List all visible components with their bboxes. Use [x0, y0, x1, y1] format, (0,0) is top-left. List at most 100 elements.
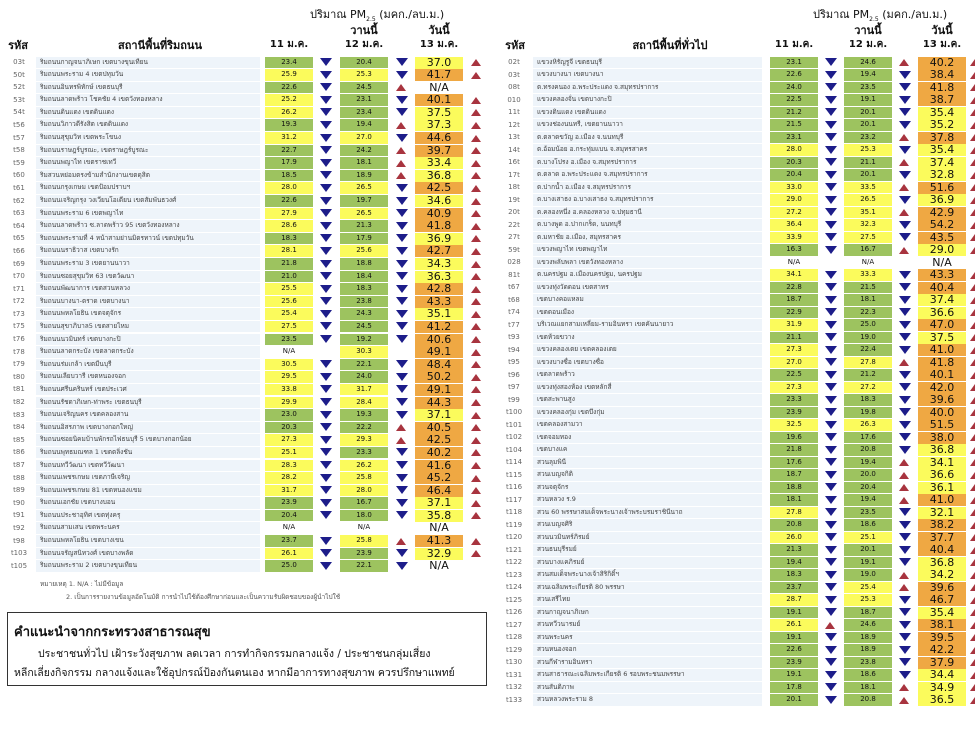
trend-down-icon	[825, 183, 837, 191]
pm-value-day-12: 20.1	[844, 169, 892, 181]
station-name: ริมถนนพหลโยธิน เขตจตุจักร	[36, 308, 260, 320]
pm-value-day-13: 44.3	[415, 396, 463, 409]
trend-down-icon	[825, 558, 837, 566]
trend-down-icon	[825, 508, 837, 516]
date-header: 13 ม.ค.	[419, 39, 459, 50]
trend-up-icon	[970, 334, 975, 341]
pm-value-day-13: 38.7	[918, 94, 966, 106]
pm-value-day-13: 39.5	[918, 631, 966, 644]
trend-up-icon	[396, 121, 406, 129]
trend-up-icon	[970, 621, 975, 629]
trend-up-icon	[471, 499, 481, 507]
station-code: t128	[505, 633, 523, 641]
advice-title: คำแนะนำจากกระทรวงสาธารณสุข	[14, 625, 211, 640]
code-header: รหัส	[8, 39, 28, 52]
station-code: t133	[505, 695, 523, 704]
pm-value-day-11: 33.8	[265, 383, 313, 396]
table-row: t98 ริมถนนพหลโยธิน เขตบางเขน 23.7 25.8 41.3	[0, 535, 490, 548]
station-name: ริมถนนราษฎร์บูรณะ, เขตราษฎร์บูรณะ	[36, 144, 260, 157]
pm-value-day-11: 25.2	[265, 94, 313, 106]
trend-up-icon	[471, 310, 481, 318]
station-name: ริมถนนร่มเกล้า เขตมีนบุรี	[36, 358, 260, 371]
station-code: t91	[13, 511, 25, 520]
station-name: สวนเบญจกิติ	[533, 469, 762, 481]
trend-up-icon	[471, 260, 481, 268]
advice-line-2: หลีกเลี่ยงกิจกรรม กลางแจ้งและใช้อุปกรณ์ป…	[14, 667, 455, 679]
pm-value-day-13: 37.8	[918, 131, 966, 144]
pm-value-day-13: 34.9	[918, 681, 966, 694]
pm-value-day-13: 49.1	[415, 346, 463, 359]
pm-value-day-13: 38.4	[918, 69, 966, 81]
pm-value-day-12: 18.9	[844, 644, 892, 656]
pm-value-day-12: 20.1	[844, 544, 892, 556]
trend-up-icon	[471, 172, 481, 180]
trend-down-icon	[396, 385, 408, 394]
trend-down-icon	[320, 95, 332, 104]
trend-up-icon	[970, 521, 975, 529]
station-name: ต.คลองหนึ่ง อ.คลองหลวง จ.ปทุมธานี	[533, 206, 762, 218]
trend-up-icon	[970, 209, 975, 216]
pm-value-day-11: 30.5	[265, 358, 313, 371]
trend-down-icon	[899, 433, 911, 441]
station-code: t121	[505, 545, 523, 554]
trend-down-icon	[825, 295, 837, 304]
pm-value-day-13: 41.3	[415, 535, 463, 548]
pm-value-day-11: 21.0	[265, 270, 313, 283]
date-header: 13 ม.ค.	[922, 39, 962, 50]
trend-down-icon	[396, 196, 408, 205]
trend-down-icon	[396, 297, 408, 306]
table-row: t126 สวนกาญจนาภิเษก 19.1 18.7 35.4	[495, 606, 975, 619]
trend-up-icon	[970, 496, 975, 504]
table-row: t58 ริมถนนราษฎร์บูรณะ, เขตราษฎร์บูรณะ 22.7…	[0, 144, 490, 157]
pm-value-day-13: 36.8	[415, 170, 463, 182]
pm-value-day-12: 27.2	[844, 381, 892, 393]
station-name: สวนนวมินทร์ภิรมย์	[533, 531, 762, 543]
pm-value-day-11: 26.0	[770, 531, 818, 543]
pm-value-day-11: 19.3	[265, 119, 313, 131]
pm-value-day-13: 43.5	[918, 231, 966, 244]
pm-value-day-13: 42.2	[918, 644, 966, 656]
station-code: t126	[505, 608, 523, 616]
station-code: 028	[507, 258, 521, 266]
trend-up-icon	[471, 474, 481, 482]
trend-up-icon	[970, 409, 975, 416]
station-code: t101	[505, 420, 523, 429]
station-code: t80	[13, 372, 25, 381]
pm-value-day-13: 46.4	[415, 484, 463, 497]
pm-value-day-13: 41.2	[415, 321, 463, 333]
station-code: t115	[505, 470, 523, 479]
trend-down-icon	[899, 395, 911, 404]
trend-up-icon	[471, 222, 481, 230]
trend-down-icon	[825, 533, 837, 541]
pm-value-day-13: 40.4	[918, 544, 966, 556]
trend-down-icon	[899, 558, 911, 566]
station-name: เขตคลองสามวา	[533, 419, 762, 431]
station-name: ริมถนนพหลโยธิน เขตบางเขน	[36, 535, 260, 547]
trend-up-icon	[970, 309, 975, 316]
station-code: t62	[13, 196, 25, 205]
station-code: t117	[505, 495, 523, 504]
trend-up-icon	[899, 571, 909, 579]
trend-down-icon	[320, 221, 332, 230]
station-name: ต.นครปฐม อ.เมืองนครปฐม, นครปฐม	[533, 269, 762, 281]
pm-value-day-11: 23.3	[770, 394, 818, 406]
pm-value-day-11: 18.7	[770, 294, 818, 306]
table-row: 53t ริมถนนลาดพร้าว โชคชัย 4 เขตวังทองหลาง…	[0, 94, 490, 107]
table-row: t60 ริมสวนหย่อมตรงข้ามสำนักงานเขตดุสิต 18.…	[0, 169, 490, 182]
trend-down-icon	[320, 272, 332, 281]
station-code: 50t	[13, 70, 25, 79]
pm-title: ปริมาณ PM2.5 (มคก./ลบ.ม.)	[813, 5, 947, 23]
pm-value-day-12: 19.1	[844, 556, 892, 568]
pm-value-day-11: 24.0	[770, 81, 818, 93]
trend-up-icon	[899, 134, 909, 141]
pm-value-day-12: 23.2	[844, 131, 892, 143]
station-code: t57	[13, 133, 25, 142]
pm-value-day-13: 44.6	[415, 132, 463, 145]
table-row: t88 ริมถนนเพชรเกษม เขตภาษีเจริญ 28.2 25.8 45…	[0, 472, 490, 485]
station-code: t61	[13, 183, 25, 192]
table-row: t82 ริมถนนรัชดาภิเษก-ท่าพระ เขตธนบุรี 29.9…	[0, 396, 490, 409]
table-row: t72 ริมถนนบางนา-ตราด เขตบางนา 25.6 23.8 43.3	[0, 295, 490, 308]
trend-up-icon	[970, 146, 975, 154]
pm-value-day-11: 23.9	[770, 656, 818, 668]
trend-down-icon	[825, 458, 837, 466]
